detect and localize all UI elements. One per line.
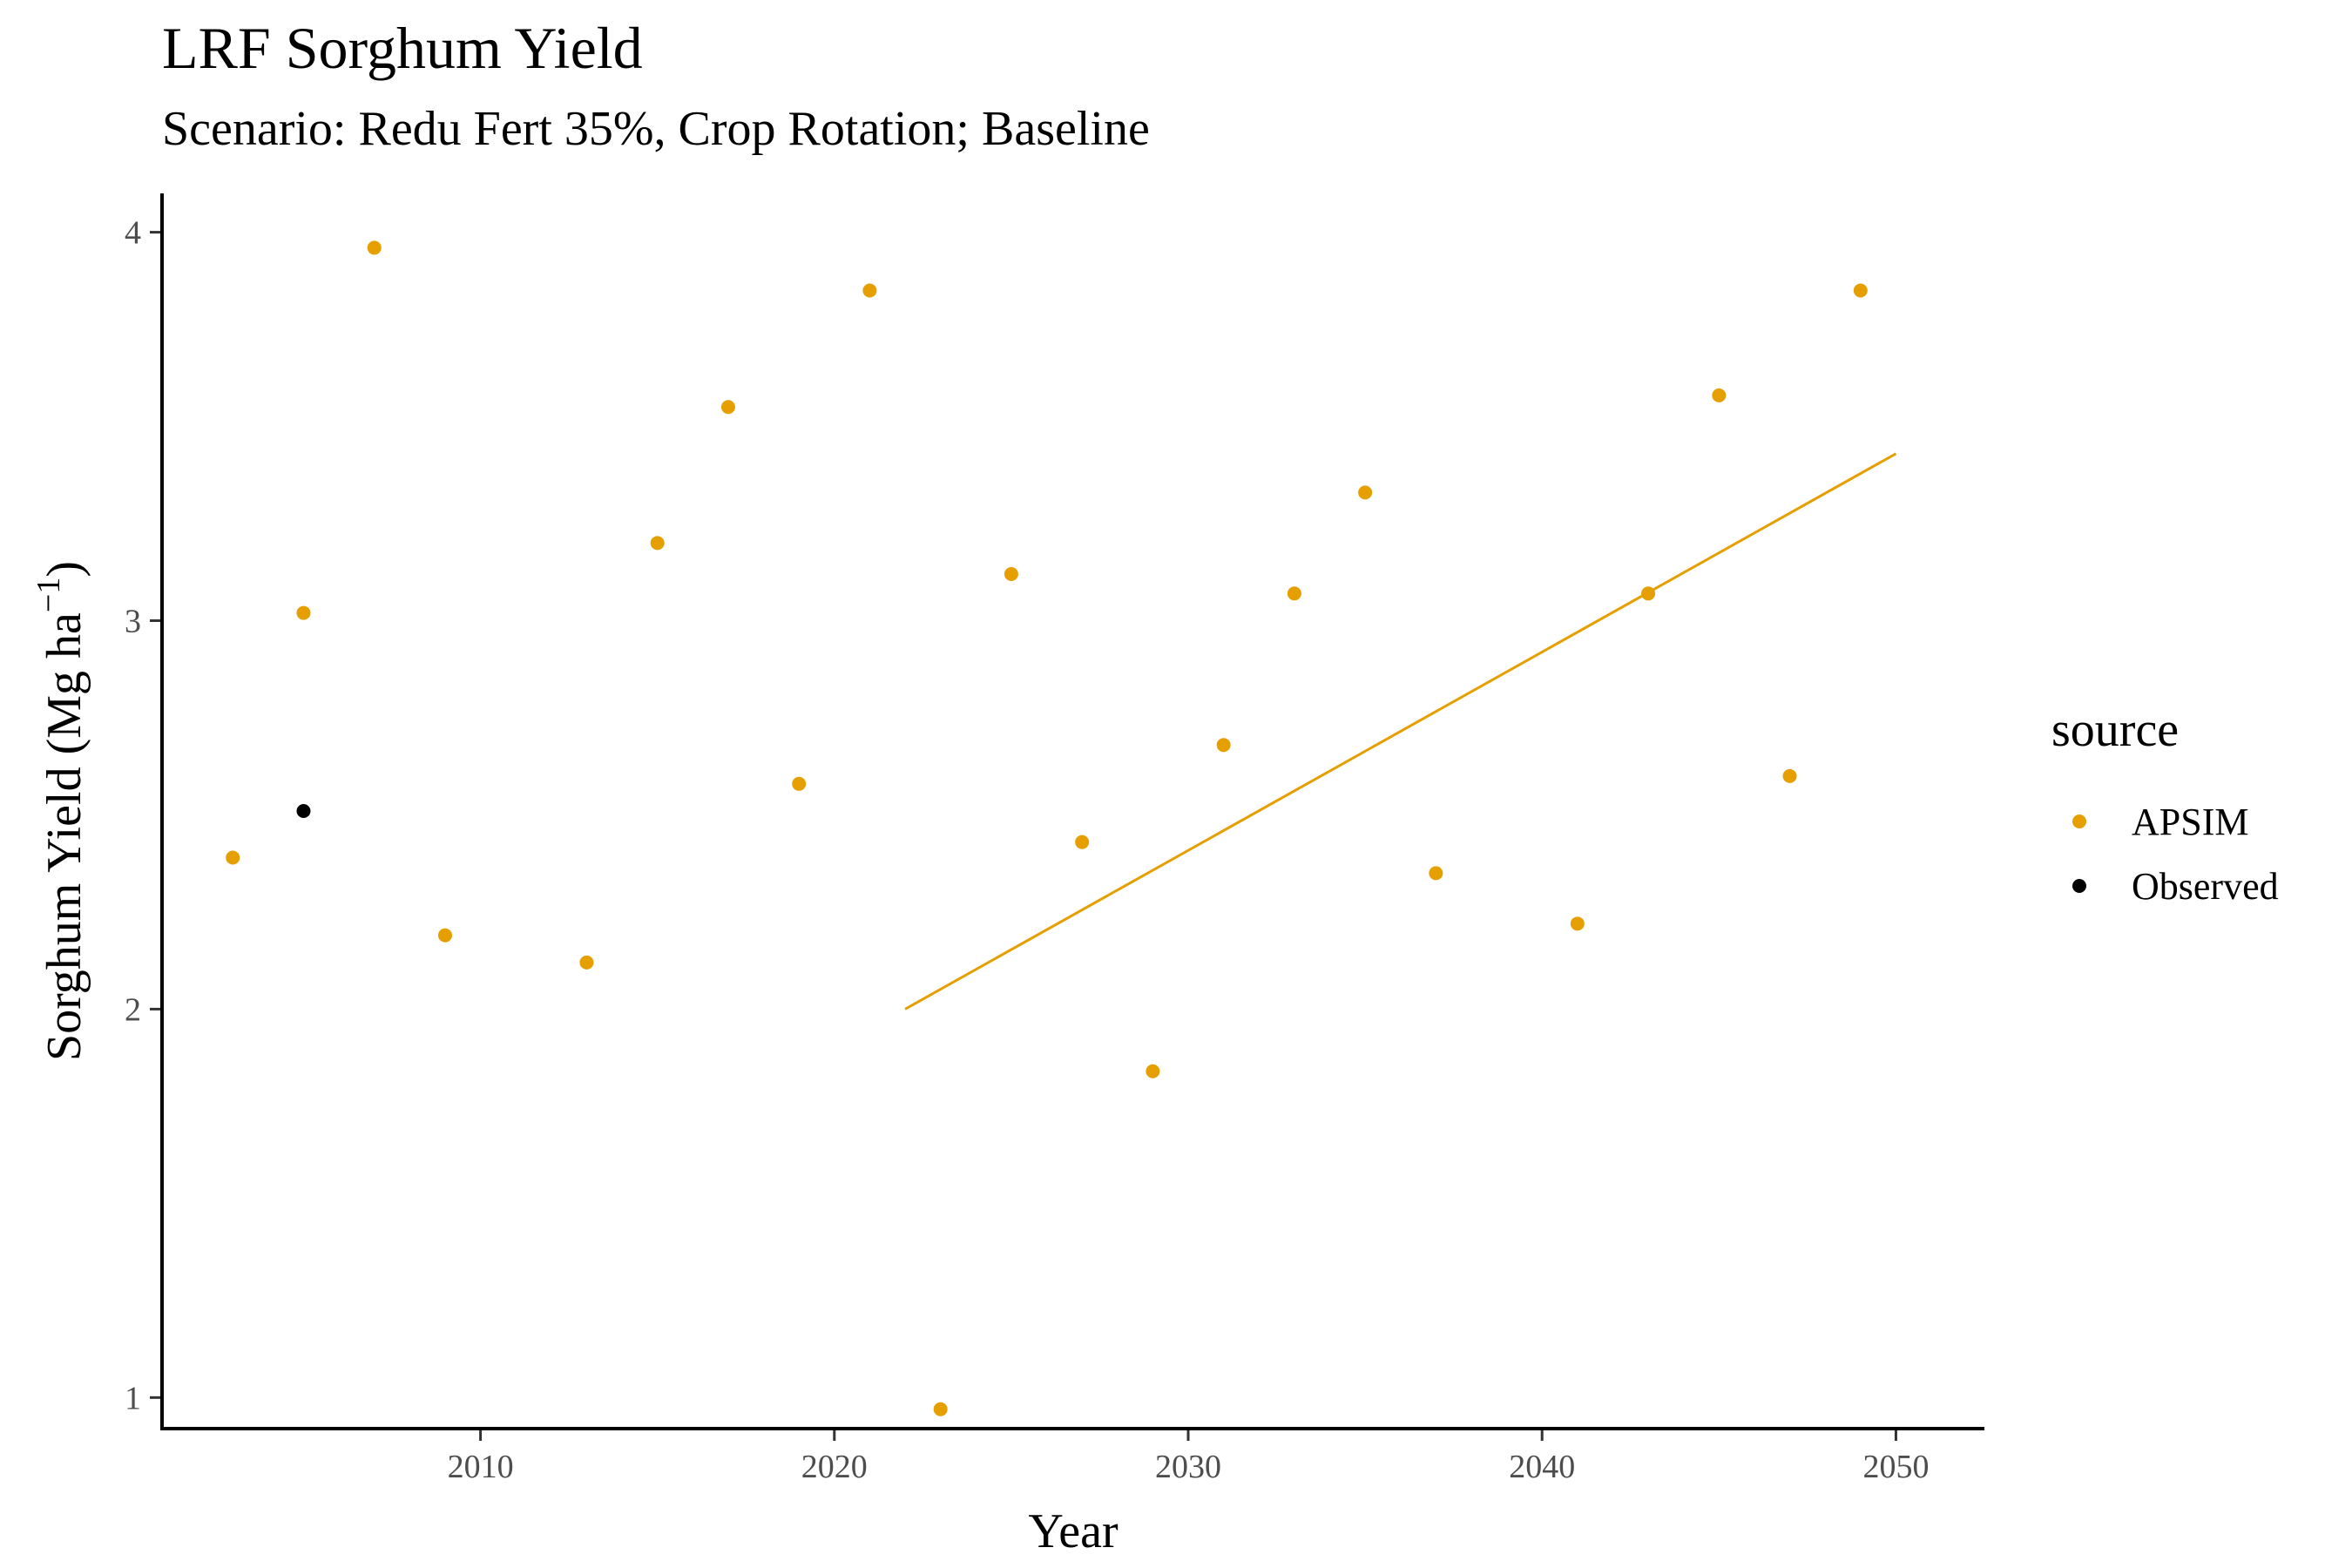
data-point-apsim <box>1358 485 1373 500</box>
legend-label-apsim: APSIM <box>2132 800 2249 843</box>
data-point-apsim <box>720 400 735 415</box>
y-tick-label: 2 <box>125 991 141 1028</box>
data-point-apsim <box>1004 566 1018 581</box>
data-point-apsim <box>1429 866 1443 881</box>
data-points <box>226 240 1868 1416</box>
data-point-apsim <box>1853 283 1868 298</box>
data-point-apsim <box>792 776 807 791</box>
legend-key-apsim <box>2072 814 2086 828</box>
data-point-apsim <box>933 1402 948 1416</box>
y-axis-title-superscript: −1 <box>30 578 67 612</box>
trend-line <box>904 452 1897 1010</box>
legend-item-apsim: APSIM <box>2051 789 2279 854</box>
y-tick-label: 4 <box>125 215 141 252</box>
data-point-apsim <box>650 536 665 551</box>
legend-title: source <box>2051 703 2180 757</box>
data-point-apsim <box>1075 835 1090 849</box>
data-point-apsim <box>1570 916 1585 931</box>
data-point-apsim <box>226 850 240 865</box>
x-tick-label: 2020 <box>801 1449 868 1485</box>
trend-line-group <box>904 452 1897 1010</box>
chart-title: LRF Sorghum Yield <box>162 15 643 81</box>
data-point-apsim <box>1641 586 1656 601</box>
y-tick-label: 3 <box>125 604 141 640</box>
legend: source APSIM Observed <box>2051 706 2279 918</box>
x-tick-label: 2050 <box>1862 1449 1929 1485</box>
x-axis-title: Year <box>1028 1504 1119 1558</box>
data-point-apsim <box>367 240 382 255</box>
x-tick-label: 2030 <box>1155 1449 1221 1485</box>
axes <box>160 193 1984 1430</box>
x-tick-label: 2040 <box>1509 1449 1575 1485</box>
data-point-apsim <box>1782 768 1797 783</box>
data-point-apsim <box>1287 586 1301 601</box>
data-point-apsim <box>296 605 311 620</box>
y-axis-title: Sorghum Yield (Mg ha−1) <box>30 561 91 1061</box>
legend-label-observed: Observed <box>2132 864 2279 908</box>
y-tick-label: 1 <box>125 1380 141 1416</box>
data-point-apsim <box>862 283 877 298</box>
x-tick-label: 2010 <box>448 1449 514 1485</box>
chart-subtitle: Scenario: Redu Fert 35%, Crop Rotation; … <box>162 102 1150 156</box>
legend-key-observed <box>2072 879 2086 893</box>
legend-item-observed: Observed <box>2051 854 2279 918</box>
data-point-apsim <box>1146 1064 1160 1078</box>
ticks: 2010 2020 2030 2040 2050 1 2 3 4 <box>125 215 1929 1485</box>
data-point-apsim <box>1712 388 1727 402</box>
data-point-apsim <box>437 928 452 943</box>
y-axis-title-text: Sorghum Yield (Mg ha <box>37 612 91 1061</box>
data-point-apsim <box>1216 738 1231 753</box>
data-point-observed <box>296 804 311 818</box>
data-point-apsim <box>579 955 594 970</box>
